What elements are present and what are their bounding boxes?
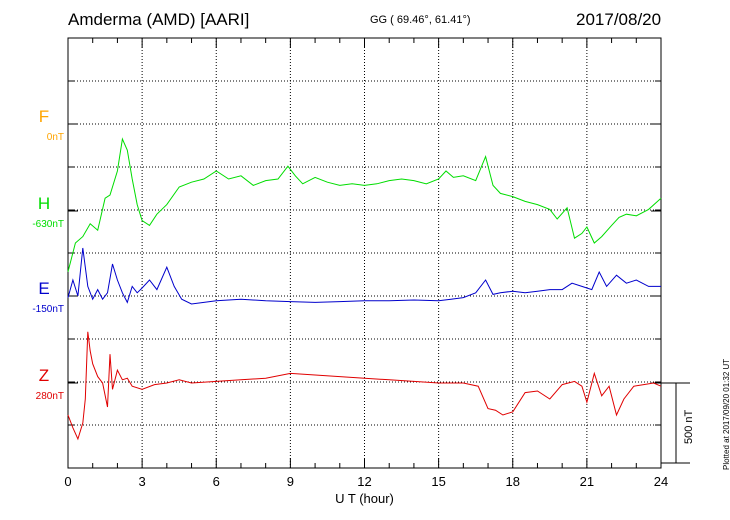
x-tick-label: 3 xyxy=(139,474,146,489)
series-name-h: H xyxy=(38,194,50,213)
x-tick-label: 15 xyxy=(431,474,445,489)
series-baseline-e: -150nT xyxy=(32,304,64,315)
x-tick-label: 18 xyxy=(506,474,520,489)
station-coordinates: GG ( 69.46°, 61.41°) xyxy=(370,14,471,26)
x-tick-label: 24 xyxy=(654,474,668,489)
station-title: Amderma (AMD) [AARI] xyxy=(68,10,250,29)
series-name-z: Z xyxy=(39,366,49,385)
series-name-f: F xyxy=(39,107,49,126)
plotted-timestamp: Plotted at 2017/09/20 01:32 UT xyxy=(722,358,730,470)
x-axis-label: U T (hour) xyxy=(335,491,394,506)
chart-date: 2017/08/20 xyxy=(576,10,662,29)
series-baseline-f: 0nT xyxy=(47,132,64,143)
series-baseline-z: 280nT xyxy=(36,391,64,402)
series-line-h xyxy=(67,137,662,272)
x-tick-label: 21 xyxy=(580,474,594,489)
series-baseline-h: -630nT xyxy=(32,219,64,230)
series-line-e xyxy=(67,247,661,305)
x-tick-label: 0 xyxy=(64,474,71,489)
x-tick-label: 9 xyxy=(287,474,294,489)
x-tick-label: 6 xyxy=(213,474,220,489)
series-line-z xyxy=(67,331,662,441)
x-tick-label: 12 xyxy=(357,474,371,489)
scale-bar-label: 500 nT xyxy=(683,409,695,444)
series-name-e: E xyxy=(38,279,49,298)
